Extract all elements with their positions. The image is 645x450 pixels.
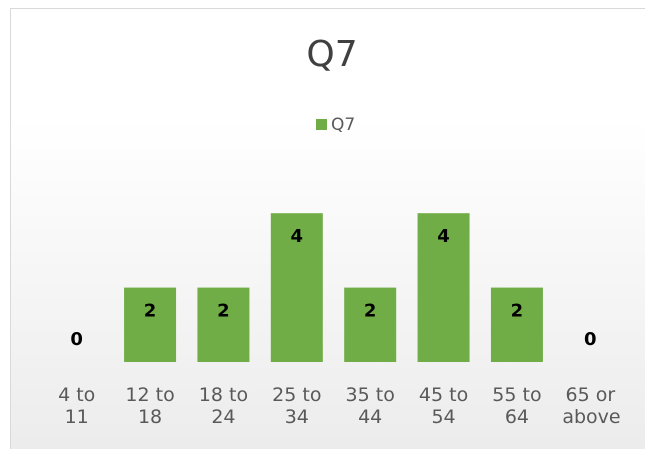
bar (124, 287, 177, 362)
x-tick-label: 55 to 64 (492, 384, 542, 428)
bar (344, 287, 397, 362)
data-label: 2 (217, 301, 230, 322)
legend-label: Q7 (331, 115, 355, 135)
x-tick-label: 65 or above (562, 384, 621, 428)
data-label: 2 (364, 301, 377, 322)
x-tick-label: 18 to 24 (198, 384, 249, 428)
x-tick-label: 35 to 44 (345, 384, 395, 428)
data-label: 4 (291, 226, 304, 247)
bar (197, 287, 250, 362)
data-label: 0 (584, 329, 597, 350)
chart-title: Q7 (306, 34, 357, 75)
data-label: 0 (70, 329, 83, 350)
bar (270, 213, 323, 362)
bar (490, 287, 543, 362)
data-label: 2 (511, 301, 524, 322)
chart-area (10, 8, 645, 449)
x-tick-label: 12 to 18 (125, 384, 175, 428)
x-tick-label: 45 to 54 (418, 384, 469, 428)
bar (417, 213, 470, 362)
x-tick-label: 4 to 11 (58, 384, 96, 428)
data-label: 4 (437, 226, 450, 247)
legend-swatch (316, 119, 327, 130)
x-tick-label: 25 to 34 (272, 384, 322, 428)
data-label: 2 (144, 301, 157, 322)
